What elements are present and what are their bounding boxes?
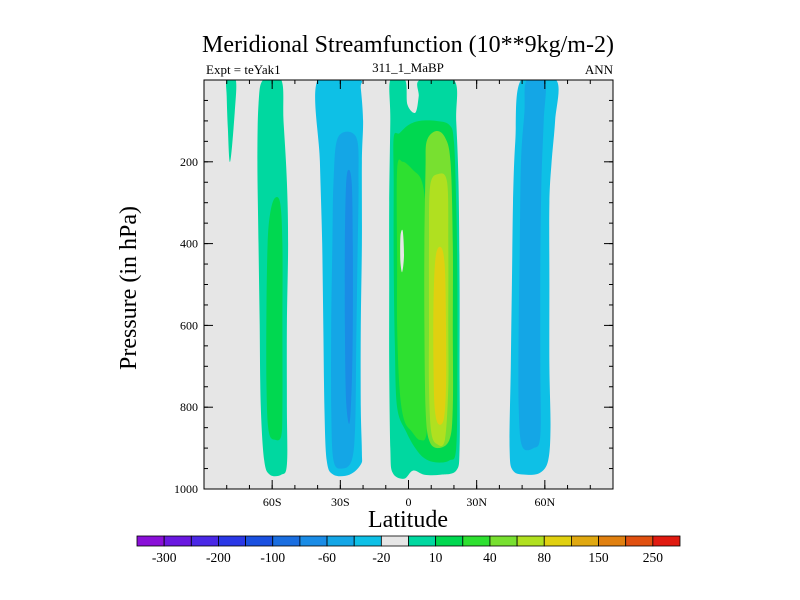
colorbar-label: -100: [260, 550, 285, 565]
colorbar-swatch: [435, 535, 464, 547]
colorbar-swatch: [380, 535, 409, 547]
x-axis-ticks: 60S 30S 0 30N 60N: [263, 80, 555, 509]
x-tick-label: 30S: [331, 495, 350, 509]
y-tick-label: 1000: [174, 482, 198, 496]
colorbar-label: -60: [318, 550, 336, 565]
colorbar-swatch: [408, 535, 437, 547]
colorbar-swatch: [326, 535, 355, 547]
colorbar-swatch: [598, 535, 627, 547]
x-tick-label: 60N: [534, 495, 555, 509]
colorbar-label: -300: [152, 550, 177, 565]
contour-north-negative-mid: [518, 80, 546, 451]
colorbar-swatch: [543, 535, 572, 547]
y-axis-ticks: 200 400 600 800 1000: [174, 155, 613, 496]
colorbar: -300 -200 -100 -60 -20 10 40 80 150 250: [136, 535, 681, 565]
colorbar-swatch: [625, 535, 654, 547]
colorbar-swatch: [136, 535, 165, 547]
chart-title: Meridional Streamfunction (10**9kg/m-2): [202, 32, 614, 58]
colorbar-label: 40: [483, 550, 497, 565]
colorbar-swatch: [245, 535, 274, 547]
colorbar-label: 10: [429, 550, 443, 565]
colorbar-swatch: [571, 535, 599, 547]
x-tick-label: 30N: [466, 495, 487, 509]
colorbar-swatch: [299, 535, 328, 547]
colorbar-swatch: [163, 535, 192, 547]
subtitle-season: ANN: [585, 62, 614, 77]
y-tick-label: 600: [180, 318, 198, 332]
colorbar-swatch: [218, 535, 246, 547]
colorbar-swatch: [516, 535, 545, 547]
colorbar-label: 80: [538, 550, 552, 565]
x-axis-label: Latitude: [368, 507, 448, 533]
colorbar-label: -200: [206, 550, 231, 565]
plot-area: [203, 79, 614, 490]
x-tick-label: 60S: [263, 495, 282, 509]
y-axis-label: Pressure (in hPa): [116, 206, 142, 370]
colorbar-label: 150: [588, 550, 609, 565]
colorbar-label: 250: [643, 550, 664, 565]
x-tick-label: 0: [406, 495, 412, 509]
subtitle-experiment: Expt = teYak1: [206, 62, 281, 77]
contour-south-positive-inner: [266, 197, 283, 441]
colorbar-swatch: [272, 535, 301, 547]
contour-far-south-tail: [225, 80, 237, 162]
contour-north-positive-inner: [396, 159, 430, 441]
contour-north-positive-core: [433, 246, 447, 425]
contour-south-negative-core: [344, 169, 353, 424]
subtitle-run: 311_1_MaBP: [372, 60, 444, 75]
y-tick-label: 400: [180, 237, 198, 251]
colorbar-swatch: [353, 535, 382, 547]
contour-equator-gap-a: [400, 229, 405, 273]
y-tick-label: 200: [180, 155, 198, 169]
contour-equator-gap-b: [411, 80, 416, 87]
colorbar-swatch: [489, 535, 518, 547]
contour-fills: [225, 80, 559, 479]
colorbar-swatch: [652, 535, 681, 547]
colorbar-swatch: [190, 535, 219, 547]
colorbar-label: -20: [372, 550, 390, 565]
colorbar-swatch: [462, 535, 491, 547]
y-tick-label: 800: [180, 400, 198, 414]
